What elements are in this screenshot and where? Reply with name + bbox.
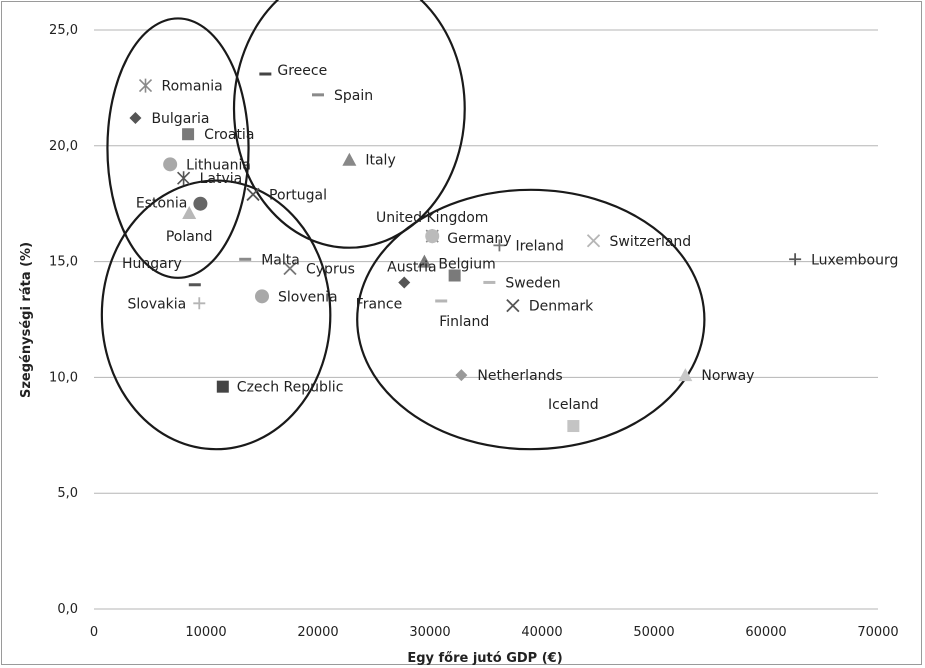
cluster-ellipse <box>100 179 332 451</box>
y-tick-label: 25,0 <box>49 23 78 38</box>
x-tick-label: 60000 <box>745 625 786 640</box>
marker-hungary <box>188 283 201 287</box>
x-tick-label: 30000 <box>409 625 450 640</box>
gridlines <box>94 29 878 610</box>
marker-cyprus <box>283 261 297 276</box>
label-sweden: Sweden <box>505 275 560 291</box>
marker-portugal <box>246 187 260 202</box>
marker-greece <box>259 72 272 76</box>
marker-estonia <box>193 196 208 211</box>
marker-italy <box>342 152 357 166</box>
label-ireland: Ireland <box>515 238 563 254</box>
label-slovakia: Slovakia <box>127 296 186 312</box>
label-poland: Poland <box>166 229 213 245</box>
label-iceland: Iceland <box>548 397 599 413</box>
marker-spain <box>312 93 324 97</box>
label-hungary: Hungary <box>122 256 182 272</box>
marker-netherlands <box>455 369 468 382</box>
y-tick-label: 20,0 <box>49 139 78 154</box>
marker-lithuania <box>163 157 178 172</box>
label-denmark: Denmark <box>529 299 594 315</box>
y-axis-title: Szegénységi ráta (%) <box>19 242 34 398</box>
label-romania: Romania <box>162 79 223 95</box>
label-czech-republic: Czech Republic <box>237 380 344 396</box>
marker-czech-republic <box>216 380 229 393</box>
label-croatia: Croatia <box>204 127 254 143</box>
label-switzerland: Switzerland <box>610 234 692 250</box>
label-france: France <box>356 296 403 312</box>
marker-poland <box>182 205 197 219</box>
cluster-ellipse <box>232 0 466 249</box>
label-italy: Italy <box>365 153 395 169</box>
marker-slovakia <box>193 297 206 310</box>
label-portugal: Portugal <box>269 187 327 203</box>
label-estonia: Estonia <box>136 196 188 212</box>
marker-luxembourg <box>789 253 802 266</box>
label-luxembourg: Luxembourg <box>811 252 898 268</box>
y-tick-label: 15,0 <box>49 255 78 270</box>
cluster-ellipse <box>356 188 706 451</box>
cluster-ellipses <box>100 0 706 451</box>
marker-croatia <box>182 128 195 141</box>
marker-iceland <box>567 420 580 433</box>
label-bulgaria: Bulgaria <box>151 111 209 127</box>
marker-france <box>398 276 411 289</box>
label-latvia: Latvia <box>200 171 243 187</box>
label-spain: Spain <box>334 88 373 104</box>
marker-norway <box>678 368 693 382</box>
label-lithuania: Lithuania <box>186 157 251 173</box>
marker-ireland <box>493 239 506 252</box>
x-tick-label: 40000 <box>521 625 562 640</box>
marker-denmark <box>506 298 520 313</box>
label-netherlands: Netherlands <box>477 368 562 384</box>
marker-malta <box>239 257 252 261</box>
marker-slovenia <box>255 289 269 304</box>
cluster-ellipse <box>106 17 250 279</box>
label-finland: Finland <box>439 314 489 330</box>
marker-austria <box>448 269 461 282</box>
marker-latvia <box>177 171 191 186</box>
label-greece: Greece <box>277 63 327 79</box>
x-tick-label: 70000 <box>857 625 898 640</box>
marker-switzerland <box>586 234 601 248</box>
y-tick-label: 10,0 <box>49 370 78 385</box>
label-germany: Germany <box>447 231 511 247</box>
marker-romania <box>138 78 153 93</box>
y-tick-label: 5,0 <box>57 486 78 501</box>
label-slovenia: Slovenia <box>278 289 338 305</box>
label-united-kingdom: United Kingdom <box>376 210 488 226</box>
x-tick-label: 50000 <box>633 625 674 640</box>
x-axis-title: Egy főre jutó GDP (€) <box>407 651 562 666</box>
marker-belgium <box>417 254 432 268</box>
marker-finland <box>435 299 448 303</box>
data-markers <box>129 72 802 433</box>
label-austria: Austria <box>387 259 436 275</box>
label-cyprus: Cyprus <box>306 262 355 278</box>
label-norway: Norway <box>701 368 754 384</box>
marker-sweden <box>483 280 496 284</box>
axes: 0,0 5,0 10,0 15,0 20,0 25,0 0 10000 20000 30000 40… <box>49 23 899 640</box>
y-tick-label: 0,0 <box>57 602 78 617</box>
label-belgium: Belgium <box>438 257 495 273</box>
marker-germany <box>425 229 440 244</box>
marker-bulgaria <box>129 112 142 125</box>
x-tick-label: 10000 <box>185 625 226 640</box>
label-malta: Malta <box>261 252 300 268</box>
x-tick-label: 20000 <box>297 625 338 640</box>
x-tick-label: 0 <box>90 625 98 640</box>
